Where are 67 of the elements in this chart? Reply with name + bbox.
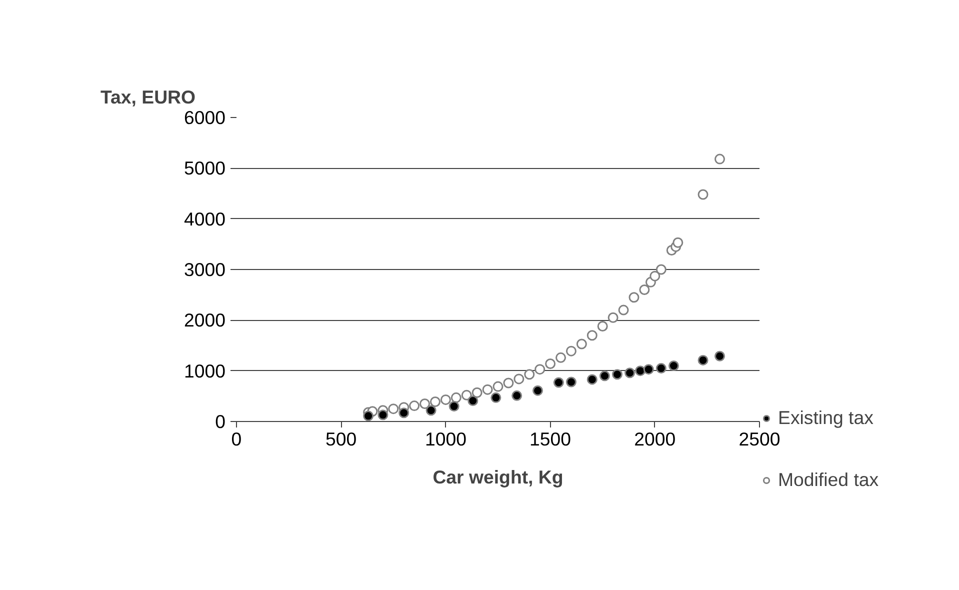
point <box>586 330 598 341</box>
point <box>461 390 472 400</box>
point <box>599 370 610 382</box>
x-tick-label: 1000 <box>424 428 466 450</box>
point <box>556 352 566 363</box>
y-tick-label: 4000 <box>184 208 226 230</box>
point <box>420 398 430 410</box>
point <box>566 376 576 388</box>
y-tick-label: 1000 <box>184 360 226 382</box>
x-tick-label: 1500 <box>530 428 572 450</box>
y-tick-label: 3000 <box>184 259 226 280</box>
point <box>534 364 546 375</box>
point <box>668 360 679 372</box>
point <box>639 284 650 296</box>
point <box>612 369 622 380</box>
x-axis-title: Car weight, Kg <box>432 466 564 488</box>
point <box>566 346 576 356</box>
x-tick-label: 2000 <box>634 428 676 450</box>
point <box>448 401 460 412</box>
point <box>597 321 608 332</box>
legend-label: Modified tax <box>778 469 879 491</box>
y-tick-label: 5000 <box>184 158 226 179</box>
point <box>512 390 522 401</box>
y-tick-label: 6000 <box>184 107 226 128</box>
point <box>656 264 666 275</box>
y-tick-label: 2000 <box>184 310 226 331</box>
point <box>388 404 399 414</box>
x-tick-label: 2500 <box>738 428 780 450</box>
point <box>450 392 462 403</box>
point <box>714 154 725 164</box>
point <box>650 270 660 282</box>
point <box>624 368 636 378</box>
point <box>440 394 451 405</box>
point <box>618 304 629 316</box>
point <box>532 385 543 396</box>
point <box>714 350 725 362</box>
point <box>524 369 535 380</box>
point <box>628 292 640 303</box>
point <box>398 408 410 418</box>
point <box>698 189 708 200</box>
point <box>378 410 388 420</box>
point <box>514 374 524 384</box>
point <box>635 366 646 376</box>
point <box>490 392 502 403</box>
point <box>553 377 564 388</box>
point <box>363 410 374 422</box>
legend-label: Existing tax <box>778 407 874 429</box>
point <box>426 405 436 416</box>
point <box>576 338 587 350</box>
point <box>672 237 684 248</box>
point <box>643 364 654 375</box>
point <box>586 374 598 385</box>
point <box>409 400 420 412</box>
point <box>608 312 618 323</box>
point <box>503 378 514 388</box>
point <box>656 363 666 374</box>
point <box>472 387 482 398</box>
x-tick-label: 0 <box>231 428 242 450</box>
y-tick-label: 0 <box>215 411 226 432</box>
point <box>698 354 708 366</box>
point <box>468 395 478 406</box>
x-tick-label: 500 <box>326 428 357 450</box>
point <box>492 381 504 392</box>
point <box>430 396 440 407</box>
point <box>482 384 493 395</box>
point <box>545 358 556 369</box>
y-axis-title: Tax, EURO <box>100 86 196 108</box>
